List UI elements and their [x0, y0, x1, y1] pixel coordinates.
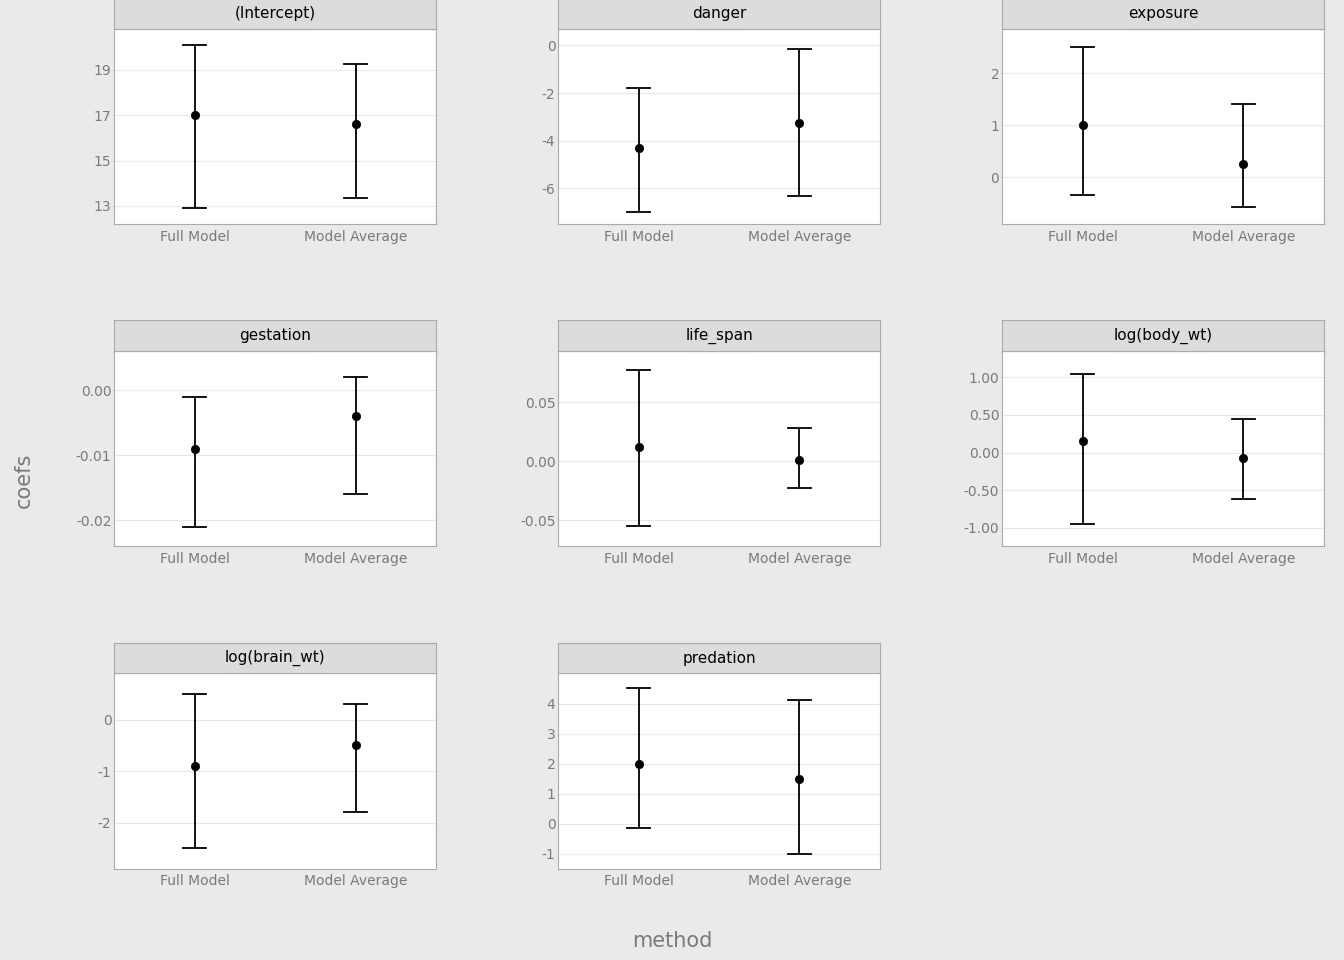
Text: (Intercept): (Intercept): [235, 6, 316, 21]
Text: log(body_wt): log(body_wt): [1113, 327, 1212, 344]
Text: method: method: [632, 931, 712, 950]
Text: coefs: coefs: [15, 452, 34, 508]
Text: danger: danger: [692, 6, 746, 21]
Text: gestation: gestation: [239, 336, 310, 351]
Text: life_span: life_span: [685, 327, 753, 344]
Text: predation: predation: [683, 659, 755, 674]
Text: log(brain_wt): log(brain_wt): [224, 650, 325, 666]
Text: gestation: gestation: [239, 328, 310, 344]
Text: predation: predation: [683, 651, 755, 665]
Text: danger: danger: [692, 13, 746, 29]
Text: log(body_wt): log(body_wt): [1113, 335, 1212, 351]
Text: life_span: life_span: [685, 335, 753, 351]
Text: exposure: exposure: [1128, 13, 1199, 29]
Text: (Intercept): (Intercept): [235, 13, 316, 29]
Text: exposure: exposure: [1128, 6, 1199, 21]
Text: log(brain_wt): log(brain_wt): [224, 658, 325, 674]
